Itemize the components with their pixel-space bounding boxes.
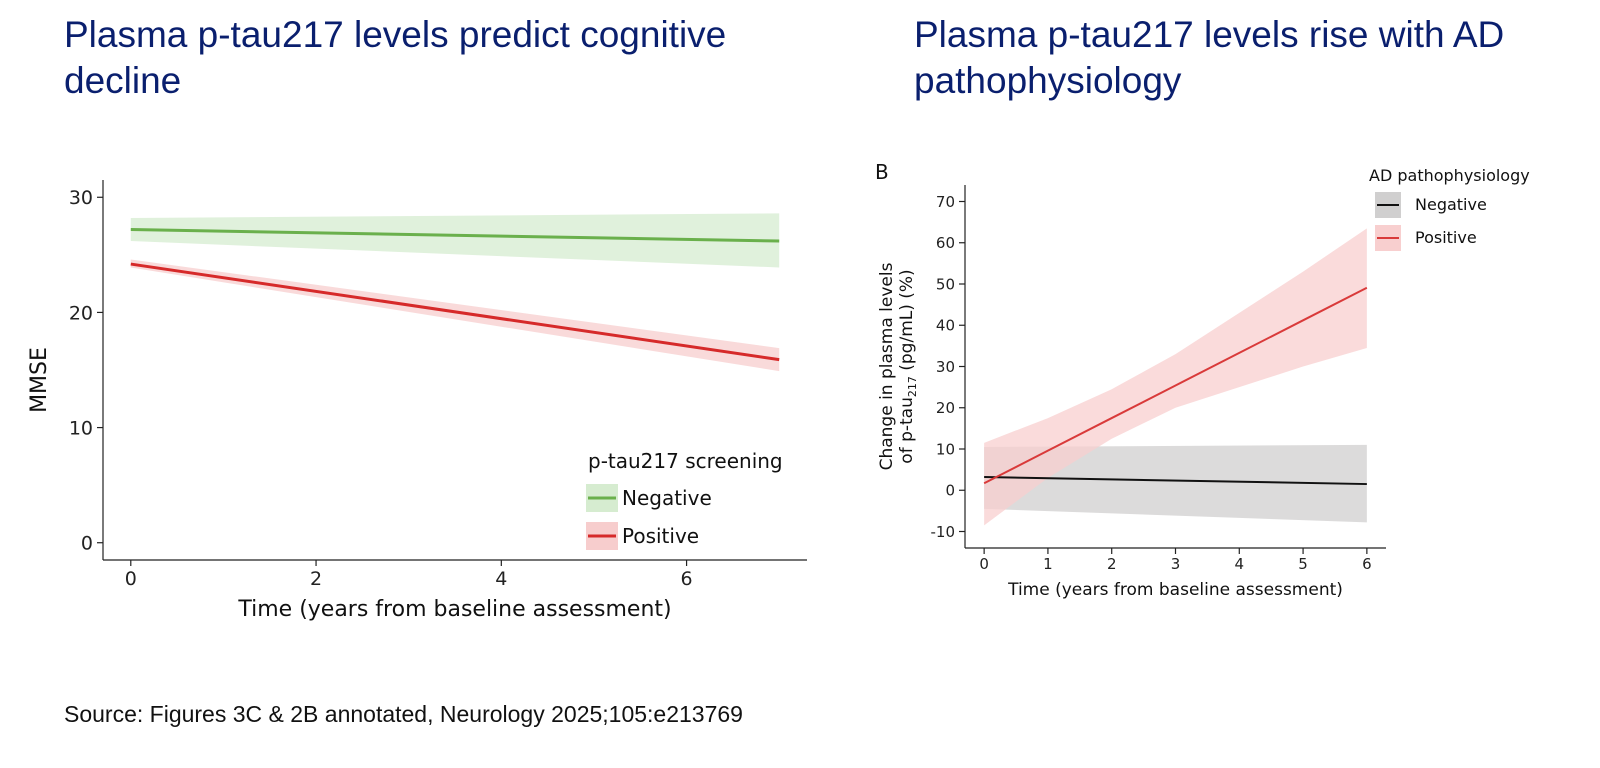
ci-band-positive: [130, 259, 780, 372]
y-tick-label: 20: [936, 399, 955, 417]
y-tick-label: 10: [936, 440, 955, 458]
x-tick-label: 1: [1043, 555, 1053, 573]
x-axis-label: Time (years from baseline assessment): [1007, 580, 1343, 600]
series-line-positive: [130, 262, 780, 362]
ci-band-positive: [984, 228, 1367, 526]
legend-title: AD pathophysiology: [1369, 166, 1530, 185]
legend-title: p-tau217 screening: [588, 449, 783, 473]
x-axis-label: Time (years from baseline assessment): [237, 597, 671, 622]
legend-label-negative: Negative: [622, 486, 712, 510]
y-tick-label: 10: [69, 417, 93, 439]
x-tick-label: 6: [1362, 555, 1372, 573]
y-tick-label: 30: [69, 187, 93, 209]
x-tick-label: 4: [495, 568, 507, 590]
mmse-chart: 0 2 4 6 0 10 20 30 Time (years from baseline ass…: [27, 180, 807, 622]
x-tick-label: 6: [681, 568, 693, 590]
y-tick-label: 0: [81, 533, 93, 555]
legend-label-positive: Positive: [1415, 228, 1477, 247]
ptau-change-chart: 0 1 2 3 4 5 6 -10 0 10 20 30 40 50 60 70 Time (years fro…: [875, 160, 1530, 600]
ci-band-negative: [130, 213, 780, 268]
x-tick-label: 4: [1235, 555, 1245, 573]
y-axis-label: MMSE: [27, 347, 52, 413]
series-line-negative: [984, 476, 1367, 486]
x-tick-label: 3: [1171, 555, 1181, 573]
series-line-negative: [130, 228, 780, 243]
slide-title-left: Plasma p-tau217 levels predict cognitive…: [64, 14, 727, 101]
source-citation: Source: Figures 3C & 2B annotated, Neuro…: [64, 701, 743, 727]
y-tick-label: 20: [69, 302, 93, 324]
slide-title-right: Plasma p-tau217 levels rise with AD path…: [914, 14, 1505, 101]
y-axis-label-subscript: 217: [906, 376, 919, 397]
legend-label-negative: Negative: [1415, 195, 1487, 214]
x-tick-label: 0: [125, 568, 137, 590]
y-axis-label-line1: Change in plasma levels: [877, 262, 897, 470]
y-tick-label: 50: [936, 275, 955, 293]
x-tick-label: 5: [1298, 555, 1308, 573]
ci-band-negative: [984, 444, 1367, 523]
legend-label-positive: Positive: [622, 524, 699, 548]
y-axis-label-suffix: (pg/mL) (%): [897, 269, 917, 376]
y-tick-label: 30: [936, 358, 955, 376]
y-tick-label: -10: [931, 523, 956, 541]
x-tick-label: 2: [310, 568, 322, 590]
y-tick-label: 40: [936, 317, 955, 335]
series-line-positive: [983, 286, 1368, 485]
y-tick-label: 70: [936, 193, 955, 211]
x-tick-label: 0: [979, 555, 989, 573]
panel-label: B: [875, 160, 889, 184]
y-tick-label: 60: [936, 234, 955, 252]
y-tick-label: 0: [945, 482, 955, 500]
y-axis-label-line2: of p-tau217 (pg/mL) (%): [897, 269, 919, 463]
x-tick-label: 2: [1107, 555, 1117, 573]
y-axis-label-prefix: of p-tau: [897, 397, 917, 464]
